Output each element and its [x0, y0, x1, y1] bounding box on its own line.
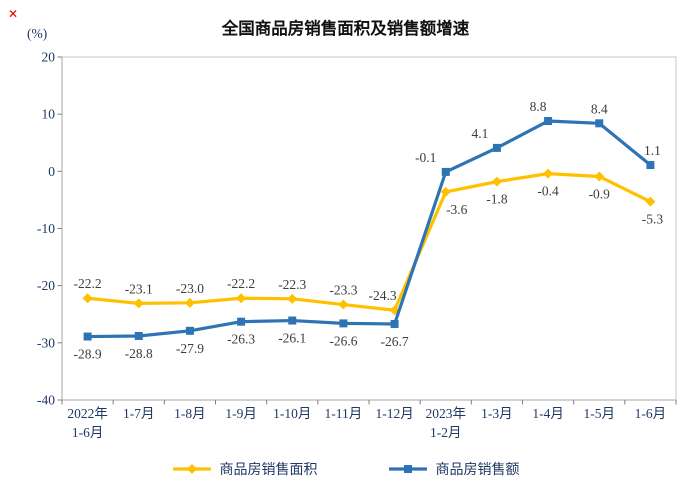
data-point-diamond — [594, 171, 605, 182]
data-label: -23.3 — [329, 283, 357, 298]
data-label: -24.3 — [369, 288, 397, 303]
data-label: -28.9 — [74, 347, 102, 362]
legend-label-sales-area: 商品房销售面积 — [219, 463, 318, 478]
legend-item-sales-amount: 商品房销售额 — [388, 459, 520, 479]
data-point-square — [390, 319, 399, 328]
data-point-diamond — [440, 186, 451, 197]
data-label: -27.9 — [176, 341, 204, 356]
y-tick-label: 20 — [42, 50, 56, 65]
data-point-diamond — [133, 298, 144, 309]
data-point-square — [134, 331, 143, 340]
x-tick-label: 2023年 1-2月 — [426, 406, 467, 440]
data-point-diamond — [184, 297, 195, 308]
plot-area-frame — [61, 56, 677, 401]
data-label: -23.1 — [125, 281, 153, 296]
data-point-diamond — [287, 293, 298, 304]
data-point-square — [288, 316, 297, 325]
data-point-diamond — [338, 299, 349, 310]
y-tick-label: -40 — [37, 393, 55, 408]
data-point-diamond — [645, 196, 656, 207]
x-tick-label: 1-9月 — [225, 406, 257, 421]
data-label: 8.8 — [530, 99, 547, 114]
data-label: -1.8 — [486, 192, 508, 207]
x-tick-label: 1-10月 — [273, 406, 311, 421]
x-tick-label: 1-12月 — [375, 406, 413, 421]
data-label: 8.4 — [591, 101, 608, 116]
y-tick-label: -30 — [37, 335, 55, 350]
legend-label-sales-amount: 商品房销售额 — [435, 463, 520, 478]
legend-item-sales-area: 商品房销售面积 — [172, 459, 318, 479]
x-tick-label: 2022年 1-6月 — [67, 406, 108, 440]
legend-swatch-blue-square — [388, 465, 427, 473]
y-tick-label: -10 — [37, 221, 55, 236]
chart-title: 全国商品房销售面积及销售额增速 — [221, 20, 470, 38]
data-point-square — [339, 319, 348, 328]
data-label: -0.1 — [415, 150, 436, 165]
x-tick-label: 1-7月 — [123, 406, 155, 421]
data-label: -3.6 — [446, 202, 468, 217]
data-label: -0.4 — [537, 184, 559, 199]
data-label: 4.1 — [471, 126, 488, 141]
y-tick-label: 10 — [42, 107, 56, 122]
x-tick-label: 1-4月 — [532, 406, 564, 421]
legend-swatch-yellow-diamond — [172, 464, 211, 474]
x-tick-label: 1-8月 — [174, 406, 206, 421]
data-point-square — [595, 119, 604, 128]
x-tick-label: 1-11月 — [325, 406, 363, 421]
x-tick-label: 1-3月 — [481, 406, 513, 421]
data-point-square — [646, 161, 655, 170]
data-point-diamond — [543, 168, 554, 179]
x-tick-label: 1-6月 — [635, 406, 667, 421]
data-point-square — [492, 143, 501, 152]
data-label: -28.8 — [125, 346, 153, 361]
data-label: -22.2 — [74, 276, 102, 291]
broken-image-icon: ✕ — [8, 7, 19, 21]
data-point-square — [185, 326, 194, 335]
series-line-0 — [85, 172, 653, 312]
data-label: 1.1 — [644, 143, 661, 158]
y-tick-label: 0 — [48, 164, 55, 179]
data-point-square — [544, 117, 553, 126]
data-label: -22.3 — [278, 277, 306, 292]
data-label: -5.3 — [642, 212, 664, 227]
data-label: -26.7 — [381, 334, 409, 349]
y-tick-label: -20 — [37, 278, 55, 293]
data-label: -26.1 — [278, 331, 306, 346]
data-point-diamond — [236, 293, 247, 304]
data-point-square — [83, 332, 92, 341]
data-label: -0.9 — [589, 186, 611, 201]
data-point-diamond — [82, 293, 93, 304]
chart-legend: 商品房销售面积 商品房销售额 — [0, 456, 691, 482]
data-label: -26.3 — [227, 332, 255, 347]
series-line-1 — [85, 119, 653, 339]
x-tick-label: 1-5月 — [584, 406, 616, 421]
data-label: -22.2 — [227, 276, 255, 291]
data-point-square — [237, 317, 246, 326]
y-axis-unit-label: (%) — [27, 26, 48, 41]
data-point-square — [441, 167, 450, 176]
data-point-diamond — [491, 176, 502, 187]
data-label: -23.0 — [176, 281, 204, 296]
data-label: -26.6 — [329, 333, 357, 348]
